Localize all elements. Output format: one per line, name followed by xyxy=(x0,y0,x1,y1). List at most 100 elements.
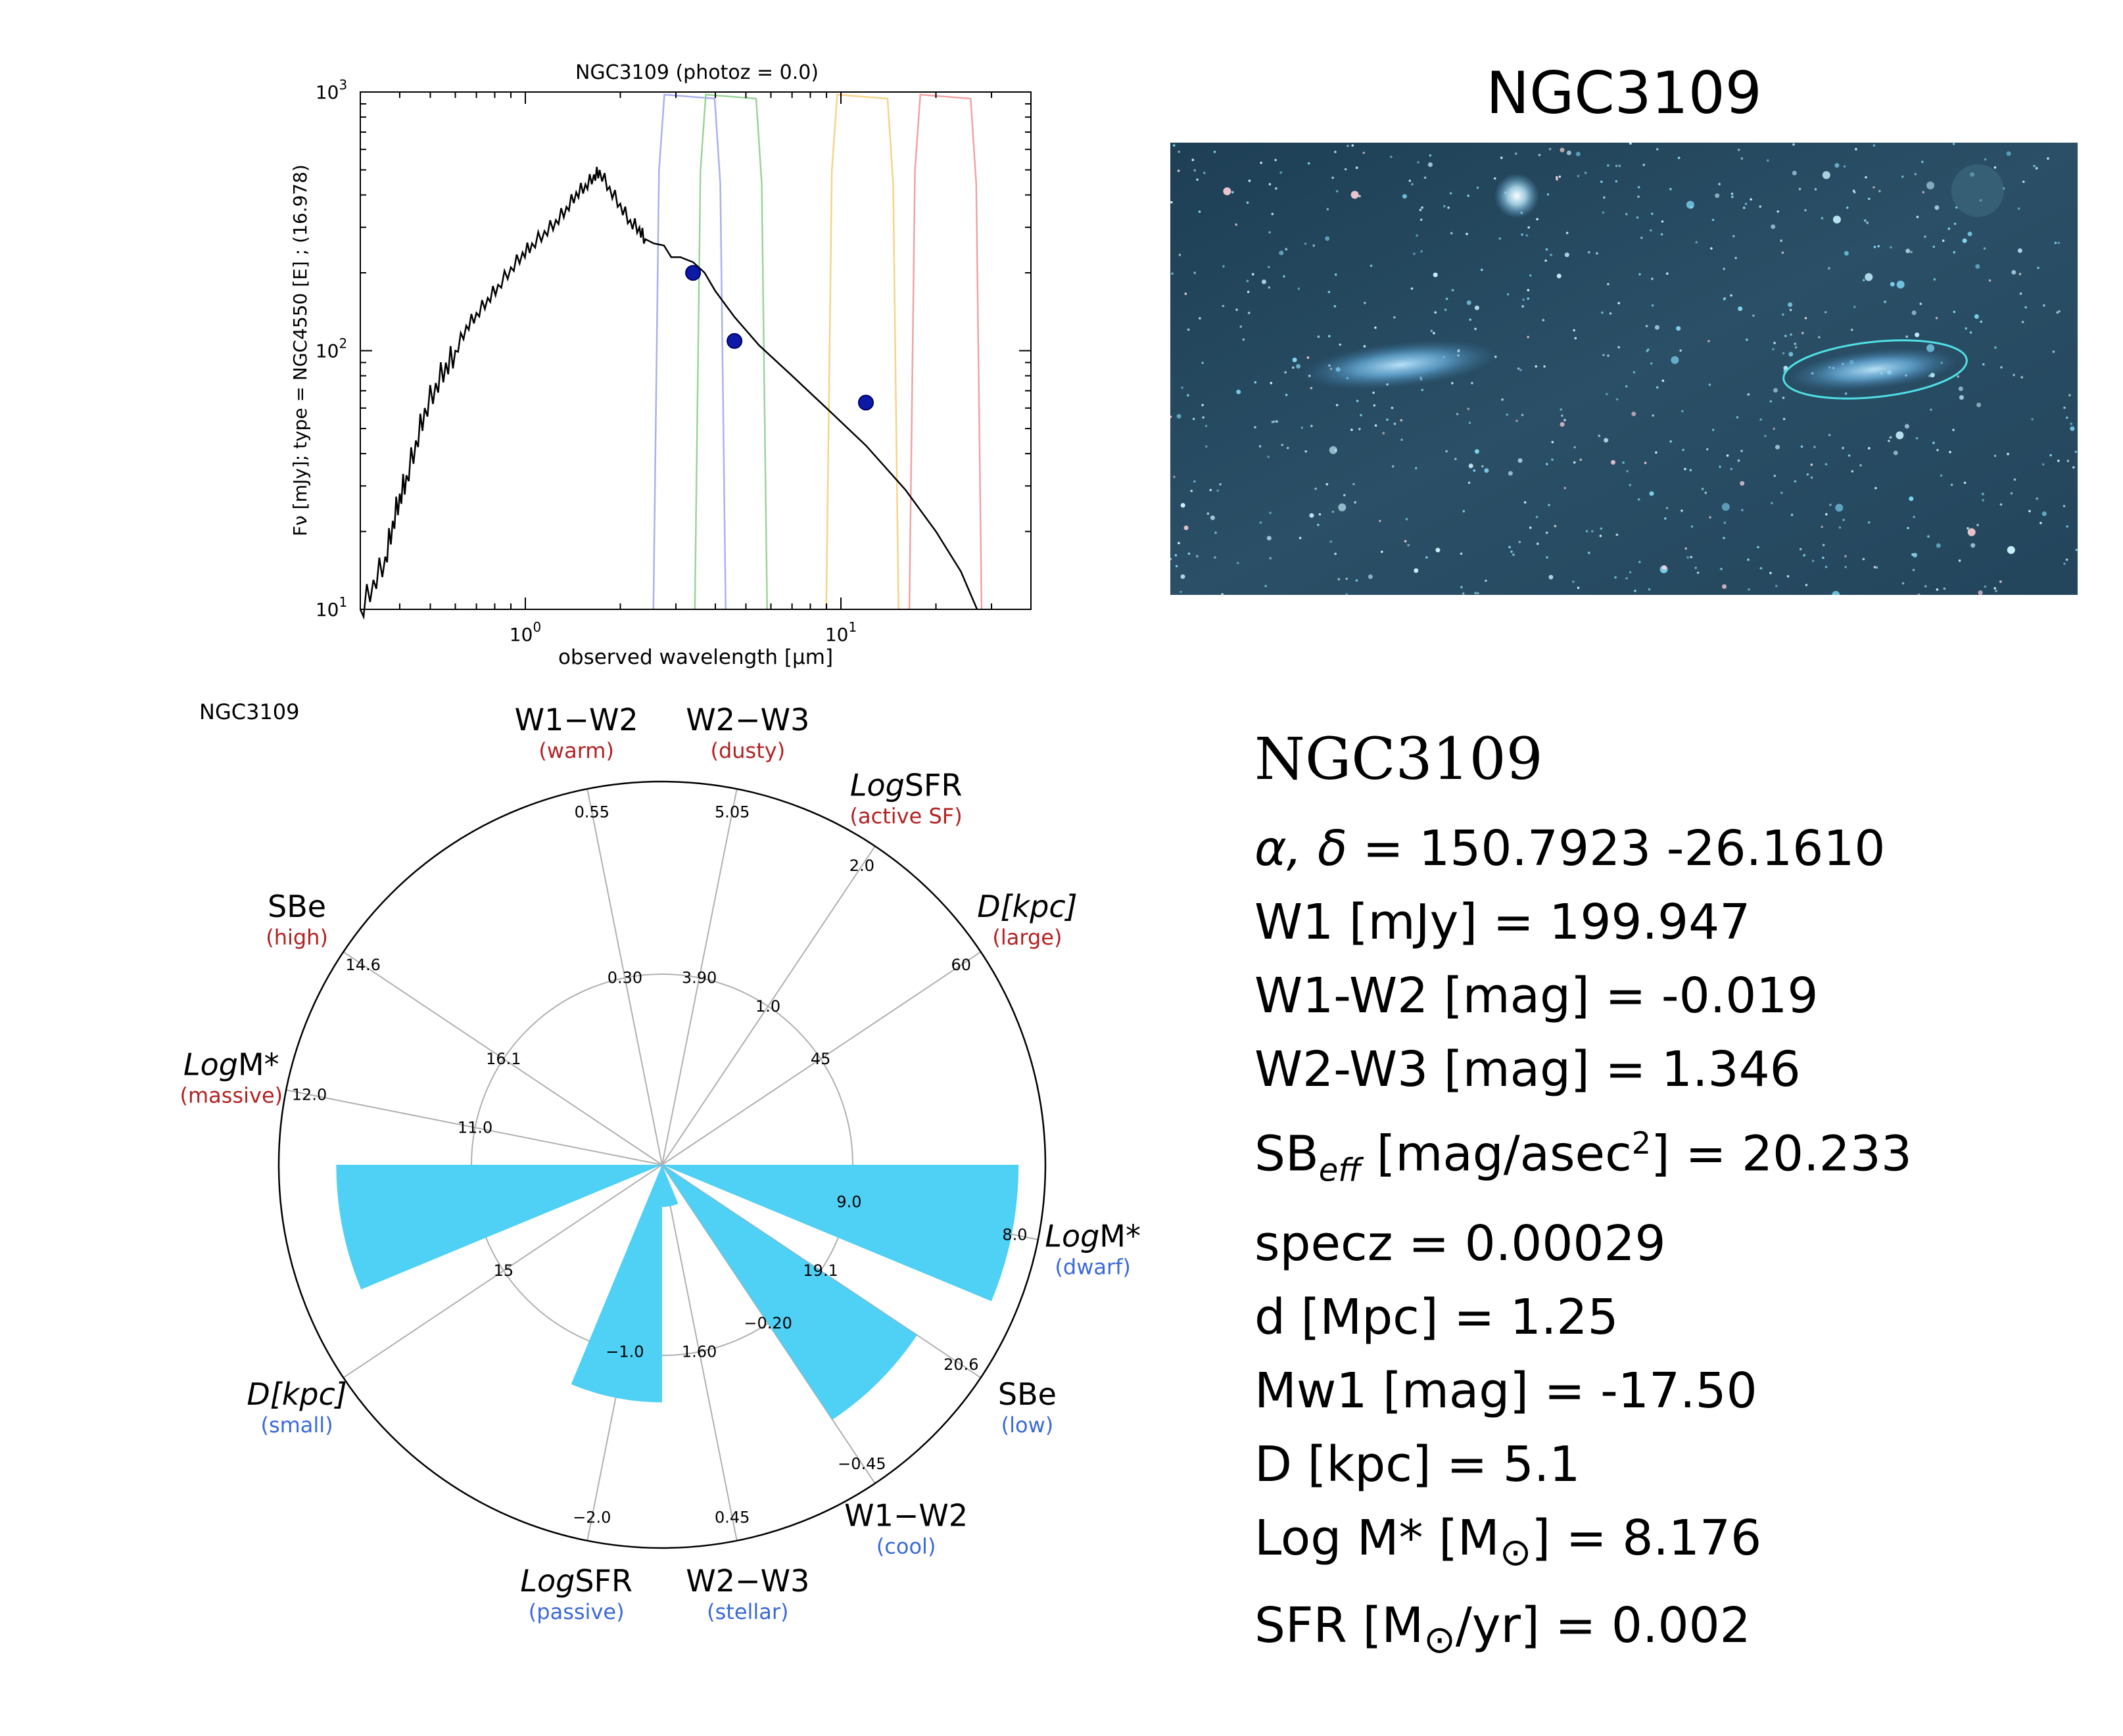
info-w1: W1 [mJy] = 199.947 xyxy=(1254,894,1751,950)
photometry-point xyxy=(727,333,743,349)
star xyxy=(1618,164,1621,168)
star xyxy=(1546,463,1548,465)
star xyxy=(1640,237,1643,239)
radar-outer-value: 5.05 xyxy=(715,803,750,822)
info-mw1: Mw1 [mag] = -17.50 xyxy=(1254,1363,1757,1420)
star xyxy=(1170,415,1172,418)
star xyxy=(1177,170,1180,172)
star xyxy=(1271,421,1274,423)
star xyxy=(1364,302,1366,304)
star xyxy=(2070,426,2075,431)
star xyxy=(1421,206,1423,209)
star xyxy=(1269,557,1272,560)
star xyxy=(2074,450,2078,454)
star xyxy=(1196,178,1199,181)
star xyxy=(1408,179,1412,182)
star xyxy=(1350,191,1359,199)
star xyxy=(1602,354,1605,356)
star xyxy=(1181,386,1183,389)
star xyxy=(1536,218,1539,221)
radar-inner-value: 1.60 xyxy=(682,1342,717,1361)
star xyxy=(2017,207,2020,210)
star xyxy=(1180,503,1185,508)
radar-spoke xyxy=(343,1164,663,1378)
star xyxy=(1419,208,1422,212)
star xyxy=(1460,586,1463,589)
star xyxy=(1930,408,1932,411)
star xyxy=(1209,488,1212,492)
star xyxy=(1174,553,1178,557)
star xyxy=(1187,552,1191,555)
star xyxy=(1347,145,1349,147)
star xyxy=(1625,213,1628,216)
star xyxy=(1781,251,1784,254)
star xyxy=(1591,530,1594,532)
star xyxy=(1331,510,1335,513)
radar-axis-label: LogSFR xyxy=(520,1563,632,1599)
star xyxy=(1943,587,1946,590)
star xyxy=(1176,413,1181,419)
star xyxy=(1617,346,1620,349)
star xyxy=(2063,562,2066,565)
star xyxy=(1434,311,1437,314)
star xyxy=(1995,590,1997,592)
star xyxy=(1355,579,1358,582)
star xyxy=(1449,192,1452,195)
star xyxy=(1512,553,1515,556)
star xyxy=(1268,286,1271,289)
star xyxy=(1548,148,1552,151)
star xyxy=(1771,502,1773,505)
radar-outer-value: 0.55 xyxy=(575,803,609,822)
star xyxy=(1352,482,1355,486)
star xyxy=(1236,389,1241,394)
star xyxy=(1645,325,1648,327)
star xyxy=(1242,338,1245,341)
star xyxy=(1427,162,1433,167)
star xyxy=(1905,335,1908,338)
star xyxy=(1542,319,1545,321)
star xyxy=(1420,250,1423,253)
star xyxy=(1596,252,1598,255)
radar-axis-label: LogSFR xyxy=(850,768,963,803)
star xyxy=(1493,177,1496,180)
radar-axis-label: W1−W2 xyxy=(844,1497,968,1533)
star xyxy=(1178,151,1180,153)
star xyxy=(1527,226,1530,229)
star xyxy=(1912,569,1915,571)
star xyxy=(1259,521,1262,524)
star xyxy=(1554,525,1557,528)
star xyxy=(1572,580,1575,583)
star xyxy=(1644,461,1647,464)
star xyxy=(1993,166,1997,169)
star xyxy=(1638,561,1641,563)
star xyxy=(1543,365,1546,368)
star xyxy=(1270,381,1273,385)
star xyxy=(1285,248,1288,251)
star xyxy=(1199,317,1201,320)
star xyxy=(2041,463,2045,466)
star xyxy=(1983,247,1986,250)
sed-title: NGC3109 (photoz = 0.0) xyxy=(575,61,819,84)
star xyxy=(1669,187,1672,191)
star xyxy=(1283,275,1285,278)
star xyxy=(1317,335,1320,338)
star xyxy=(1474,327,1477,331)
star xyxy=(1239,325,1243,328)
star-artifact xyxy=(1951,164,2004,217)
star xyxy=(2049,454,2052,457)
star xyxy=(1875,566,1878,569)
star xyxy=(1651,277,1654,281)
star xyxy=(1708,383,1711,387)
star xyxy=(1862,279,1865,282)
star xyxy=(1400,438,1403,441)
star xyxy=(1637,186,1640,189)
star xyxy=(1730,294,1732,297)
star xyxy=(1978,590,1983,595)
radar-axis-label: W1−W2 xyxy=(515,702,638,738)
star xyxy=(1940,474,1943,477)
star xyxy=(1480,268,1483,271)
star xyxy=(1953,251,1956,254)
star xyxy=(1454,457,1457,461)
star xyxy=(1873,186,1875,189)
radar-inner-value: 15 xyxy=(494,1261,514,1280)
